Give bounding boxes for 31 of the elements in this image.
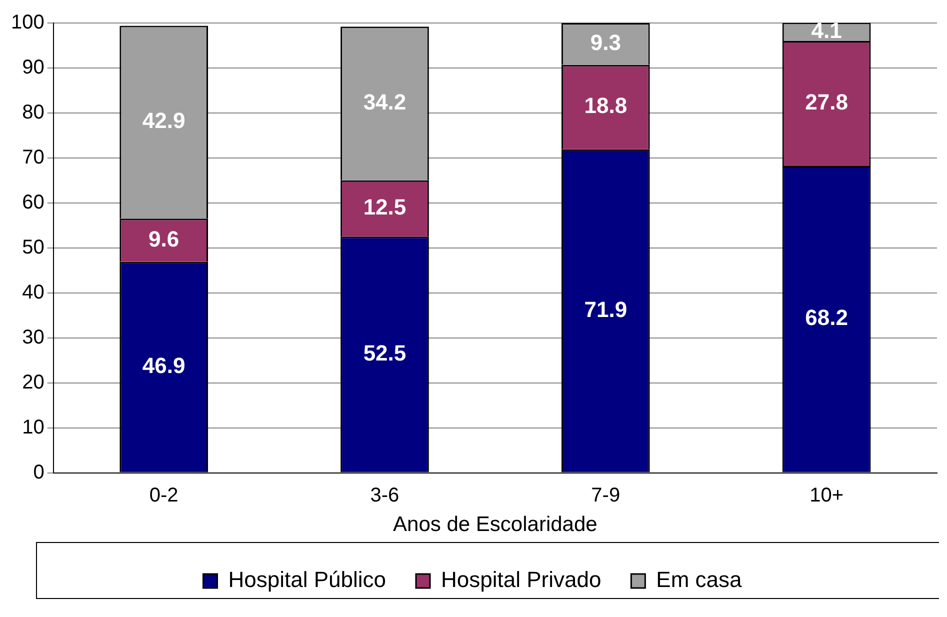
y-tick-label: 100 xyxy=(10,12,44,34)
y-tick-label: 30 xyxy=(22,326,44,348)
x-tick-label: 10+ xyxy=(810,484,844,506)
data-label: 71.9 xyxy=(584,296,628,322)
y-tick-label: 80 xyxy=(22,101,44,124)
data-label: 52.5 xyxy=(363,340,406,366)
y-tick-label: 60 xyxy=(22,191,44,214)
y-tick-label: 90 xyxy=(22,56,44,78)
data-label: 9.6 xyxy=(148,226,180,252)
x-tick-label: 0-2 xyxy=(149,484,178,506)
y-tick-label: 50 xyxy=(22,236,44,258)
legend-label: Hospital Público xyxy=(228,567,386,592)
data-label: 9.3 xyxy=(590,30,621,55)
y-tick-label: 10 xyxy=(22,416,44,438)
legend-label: Hospital Privado xyxy=(440,567,602,592)
data-label: 4.1 xyxy=(811,18,842,43)
y-tick-label: 20 xyxy=(22,371,44,394)
data-label: 68.2 xyxy=(805,305,848,330)
data-label: 18.8 xyxy=(584,93,628,118)
x-axis-title: Anos de Escolaridade xyxy=(393,513,598,536)
y-tick-label: 70 xyxy=(22,146,44,168)
y-tick-label: 40 xyxy=(22,281,44,304)
data-label: 34.2 xyxy=(363,90,406,115)
data-label: 27.8 xyxy=(805,90,848,115)
y-tick-label: 0 xyxy=(33,461,44,484)
x-tick-label: 3-6 xyxy=(370,484,400,506)
data-label: 46.9 xyxy=(142,353,186,378)
data-label: 12.5 xyxy=(363,194,406,220)
x-tick-label: 7-9 xyxy=(591,484,620,506)
legend-label: Em casa xyxy=(656,567,743,592)
data-label: 42.9 xyxy=(142,108,186,134)
